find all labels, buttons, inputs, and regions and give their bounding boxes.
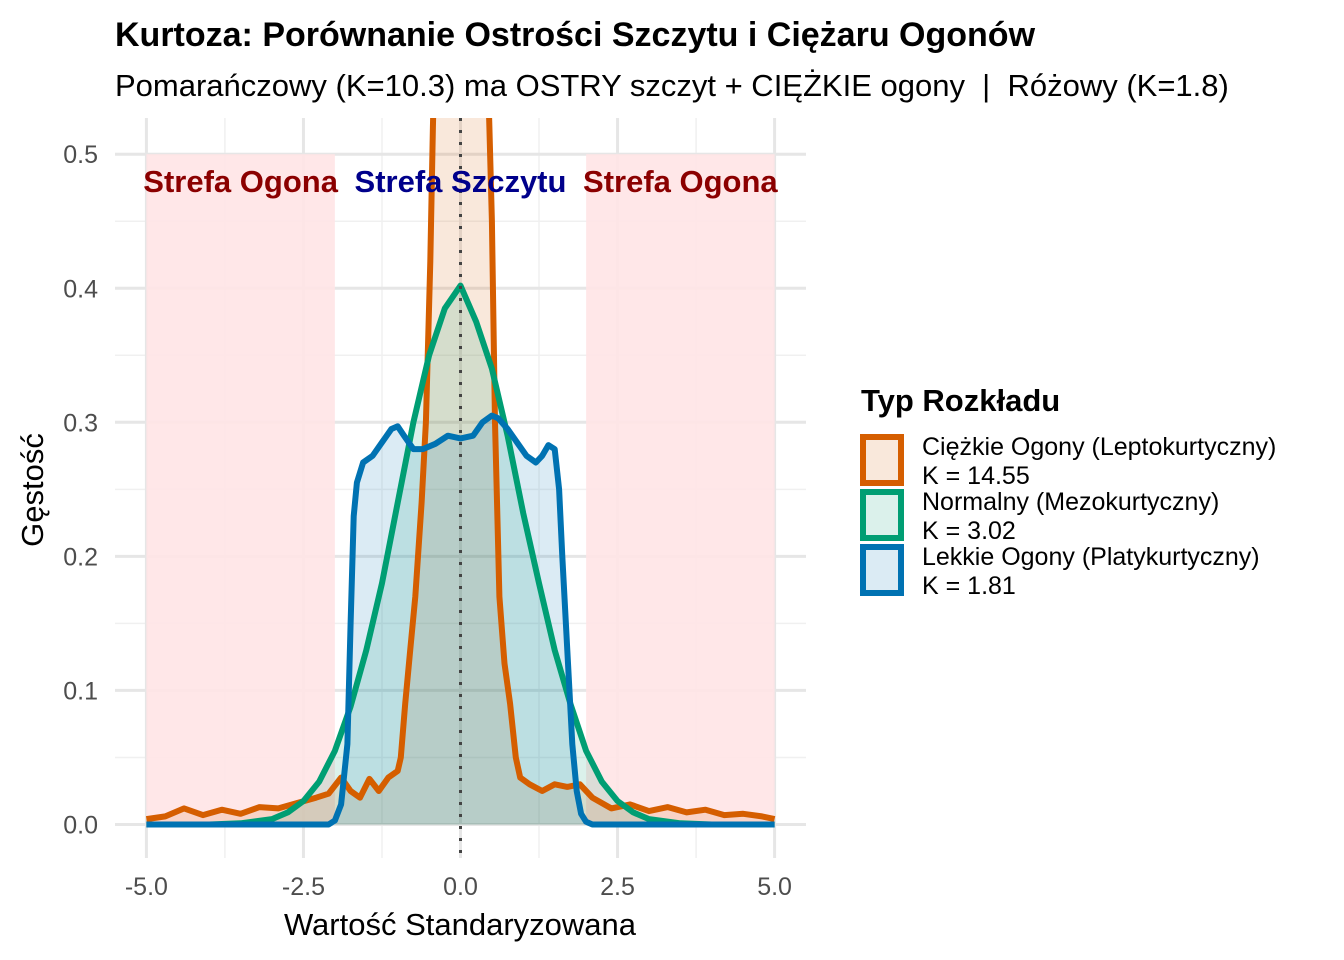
legend-key-bg [863,547,901,593]
legend-key [860,544,904,596]
y-tick-label: 0.0 [63,811,98,839]
y-tick-label: 0.3 [63,409,98,437]
series-area-2 [146,415,775,825]
legend-key-bg [863,437,901,483]
x-axis-label: Wartość Standaryzowana [284,907,637,942]
x-tick-label: -5.0 [125,873,168,901]
zone-annotation: Strefa Ogona [143,164,338,199]
legend-label: Normalny (Mezokurtyczny) [922,488,1219,516]
zone-annotation: Strefa Ogona [583,164,778,199]
legend-kurtosis: K = 3.02 [922,517,1016,545]
y-axis-label: Gęstość [15,433,50,547]
series-area-0 [146,118,775,825]
zone-annotation: Strefa Szczytu [355,164,567,199]
tail-zones [146,154,775,825]
chart-subtitle: Pomarańczowy (K=10.3) ma OSTRY szczyt + … [115,68,1229,103]
legend-key-bg [863,492,901,538]
legend-label: Ciężkie Ogony (Leptokurtyczny) [922,433,1276,461]
legend-key [860,434,904,486]
legend-kurtosis: K = 1.81 [922,572,1016,600]
axis-ticks: -5.0 -2.5 0.0 2.5 5.0 0.0 0.1 0.2 0.3 0.4 0.5 [63,141,792,901]
tail-zone-region [146,154,335,825]
y-tick-label: 0.4 [63,275,98,303]
y-tick-label: 0.1 [63,677,98,705]
x-tick-label: 0.0 [443,873,478,901]
density-series [145,118,776,828]
series-line-2 [146,412,775,828]
series-line-1 [146,282,775,828]
legend-kurtosis: K = 14.55 [922,462,1030,490]
zone-annotations: Strefa Ogona Strefa Szczytu Strefa Ogona [143,164,778,199]
x-tick-label: 5.0 [757,873,792,901]
series-line-0 [145,118,776,823]
legend: Typ Rozkładu Ciężkie Ogony (Leptokurtycz… [860,383,1276,600]
y-tick-label: 0.5 [63,141,98,169]
y-tick-label: 0.2 [63,543,98,571]
tail-zone-region [586,154,775,825]
chart-title: Kurtoza: Porównanie Ostrości Szczytu i C… [115,16,1036,54]
legend-key [860,489,904,541]
x-tick-label: 2.5 [600,873,635,901]
legend-label: Lekkie Ogony (Platykurtyczny) [922,543,1260,571]
legend-title: Typ Rozkładu [861,383,1060,418]
x-tick-label: -2.5 [282,873,325,901]
series-area-1 [146,285,775,825]
